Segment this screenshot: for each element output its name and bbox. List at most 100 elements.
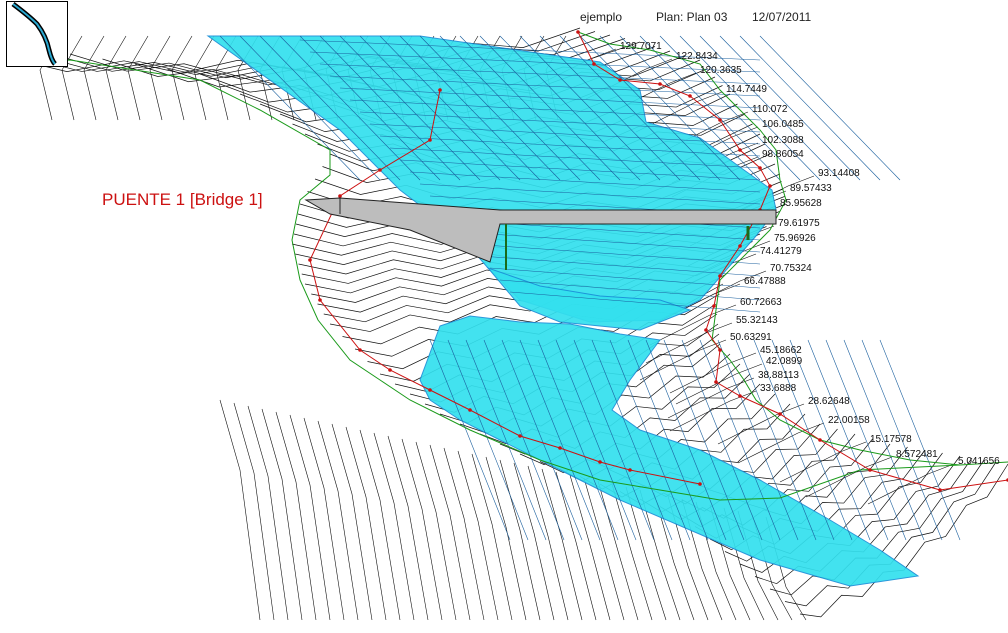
terrain-stroke xyxy=(429,444,471,621)
terrain-stroke xyxy=(541,468,583,621)
thalweg-node xyxy=(592,62,596,66)
station-leader-line xyxy=(737,422,825,464)
plan-date: 12/07/2011 xyxy=(752,10,812,24)
thalweg-node xyxy=(738,244,742,248)
terrain-stroke xyxy=(261,408,303,621)
thalweg-node xyxy=(388,368,392,372)
water-grid-line xyxy=(389,147,761,169)
river-station-label: 122.8434 xyxy=(676,51,718,62)
water-grid-line xyxy=(359,111,761,133)
water-grid-line xyxy=(239,35,381,181)
terrain-stroke xyxy=(345,426,387,621)
terrain-stroke xyxy=(289,414,331,621)
water-grid-line xyxy=(399,159,761,181)
river-station-label: 5.041656 xyxy=(958,456,1000,467)
thalweg-node xyxy=(576,30,580,34)
thalweg-node xyxy=(598,460,602,464)
water-grid-line xyxy=(753,339,835,541)
water-grid-line xyxy=(299,39,761,61)
water-grid-line xyxy=(339,35,481,181)
thalweg-node xyxy=(618,78,622,82)
river-station-label: 15.17578 xyxy=(870,434,912,445)
water-grid-line xyxy=(609,339,691,541)
river-station-label: 50.63291 xyxy=(730,332,772,343)
thalweg-node xyxy=(868,468,872,472)
water-grid-line xyxy=(369,123,761,145)
water-grid-line xyxy=(489,267,761,289)
water-grid-line xyxy=(679,35,821,181)
thalweg-node xyxy=(318,298,322,302)
water-grid-line xyxy=(861,339,943,541)
terrain-stroke xyxy=(527,465,569,621)
terrain-stroke xyxy=(625,486,667,621)
water-grid-line xyxy=(409,171,761,193)
terrain-stroke xyxy=(555,471,597,621)
station-leader-line xyxy=(717,403,805,445)
water-grid-line xyxy=(279,35,421,181)
water-grid-line xyxy=(879,339,961,541)
thalweg-node xyxy=(558,446,562,450)
station-leader-line xyxy=(635,91,723,133)
river-station-label: 102.3088 xyxy=(762,135,804,146)
terrain-stroke xyxy=(233,402,275,621)
water-grid-line xyxy=(843,339,925,541)
thalweg-node xyxy=(714,380,718,384)
station-leader-line xyxy=(867,463,955,505)
station-leader-line xyxy=(805,456,893,498)
thalweg-node xyxy=(698,482,702,486)
water-grid-line xyxy=(379,135,761,157)
water-grid-line xyxy=(399,35,541,181)
water-grid-line xyxy=(499,35,641,181)
water-grid-line xyxy=(499,279,761,301)
water-surface-mid xyxy=(486,266,692,331)
left-bank-line xyxy=(9,59,1008,501)
river-station-label: 33.6888 xyxy=(760,383,797,394)
water-grid-line xyxy=(627,339,709,541)
water-grid-line xyxy=(663,339,745,541)
water-grid-line xyxy=(519,339,601,541)
water-grid-line xyxy=(825,339,907,541)
station-leader-line xyxy=(639,339,727,381)
water-surface-grid xyxy=(219,35,961,541)
terrain-stroke xyxy=(457,450,499,621)
thalweg-right xyxy=(577,31,1008,491)
water-surface-lower xyxy=(419,315,920,587)
thalweg-node xyxy=(378,168,382,172)
water-grid-line xyxy=(479,35,621,181)
river-station-label: 110.072 xyxy=(752,104,788,115)
project-title: ejemplo xyxy=(580,10,623,24)
water-grid-line xyxy=(459,35,601,181)
river-station-label: 70.75324 xyxy=(770,263,812,274)
water-grid-line xyxy=(719,35,861,181)
thalweg-node xyxy=(438,88,442,92)
river-station-label: 106.0485 xyxy=(762,119,804,130)
water-grid-line xyxy=(459,231,761,253)
water-grid-line xyxy=(559,35,701,181)
thalweg-node xyxy=(758,166,762,170)
water-grid-line xyxy=(259,35,401,181)
thalweg-node xyxy=(818,438,822,442)
bridge-label: PUENTE 1 [Bridge 1] xyxy=(102,190,263,209)
terrain-stroke xyxy=(127,35,149,121)
river-station-label: 89.57433 xyxy=(790,183,832,194)
water-grid-line xyxy=(645,339,727,541)
water-grid-line xyxy=(349,99,761,121)
water-grid-line xyxy=(379,35,521,181)
water-grid-line xyxy=(479,255,761,277)
water-grid-line xyxy=(537,339,619,541)
water-grid-line xyxy=(501,339,583,541)
water-grid-line xyxy=(681,339,763,541)
thalweg-node xyxy=(428,138,432,142)
river-overview-minimap[interactable] xyxy=(6,1,68,67)
thalweg-node xyxy=(718,274,722,278)
terrain-stroke xyxy=(415,441,457,621)
terrain-stroke xyxy=(485,456,527,621)
thalweg-node xyxy=(358,348,362,352)
terrain-stroke xyxy=(373,432,415,621)
river-station-label: 74.41279 xyxy=(760,246,802,257)
river-overview-icon xyxy=(11,2,57,66)
water-grid-line xyxy=(319,35,461,181)
bridge-deck xyxy=(304,197,777,270)
water-grid-line xyxy=(599,35,741,181)
